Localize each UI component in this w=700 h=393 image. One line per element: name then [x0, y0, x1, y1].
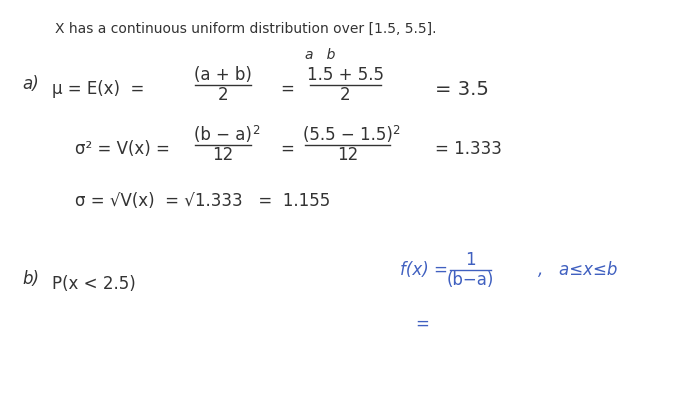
Text: (a + b): (a + b) — [194, 66, 252, 84]
Text: σ = √V(x)  = √1.333   =  1.155: σ = √V(x) = √1.333 = 1.155 — [75, 192, 330, 210]
Text: 2: 2 — [340, 86, 351, 104]
Text: = 3.5: = 3.5 — [435, 80, 489, 99]
Text: 2: 2 — [252, 124, 259, 137]
Text: (b − a): (b − a) — [194, 126, 252, 143]
Text: (b−a): (b−a) — [447, 271, 494, 289]
Text: 1.5 + 5.5: 1.5 + 5.5 — [307, 66, 384, 84]
Text: σ² = V(x) =: σ² = V(x) = — [75, 140, 170, 158]
Text: f(x) =: f(x) = — [400, 261, 448, 279]
Text: μ = E(x)  =: μ = E(x) = — [52, 80, 144, 98]
Text: ,   a≤x≤b: , a≤x≤b — [538, 261, 617, 279]
Text: =: = — [415, 315, 429, 333]
Text: a   b: a b — [305, 48, 335, 62]
Text: P(x < 2.5): P(x < 2.5) — [52, 275, 136, 293]
Text: b): b) — [22, 270, 39, 288]
Text: 1: 1 — [465, 251, 476, 268]
Text: = 1.333: = 1.333 — [435, 140, 502, 158]
Text: =: = — [280, 80, 294, 98]
Text: (5.5 − 1.5): (5.5 − 1.5) — [303, 126, 393, 143]
Text: 12: 12 — [212, 146, 234, 164]
Text: 2: 2 — [218, 86, 228, 104]
Text: 2: 2 — [391, 124, 399, 137]
Text: =: = — [280, 140, 294, 158]
Text: a): a) — [22, 75, 38, 93]
Text: 12: 12 — [337, 146, 358, 164]
Text: X has a continuous uniform distribution over [1.5, 5.5].: X has a continuous uniform distribution … — [55, 22, 437, 36]
